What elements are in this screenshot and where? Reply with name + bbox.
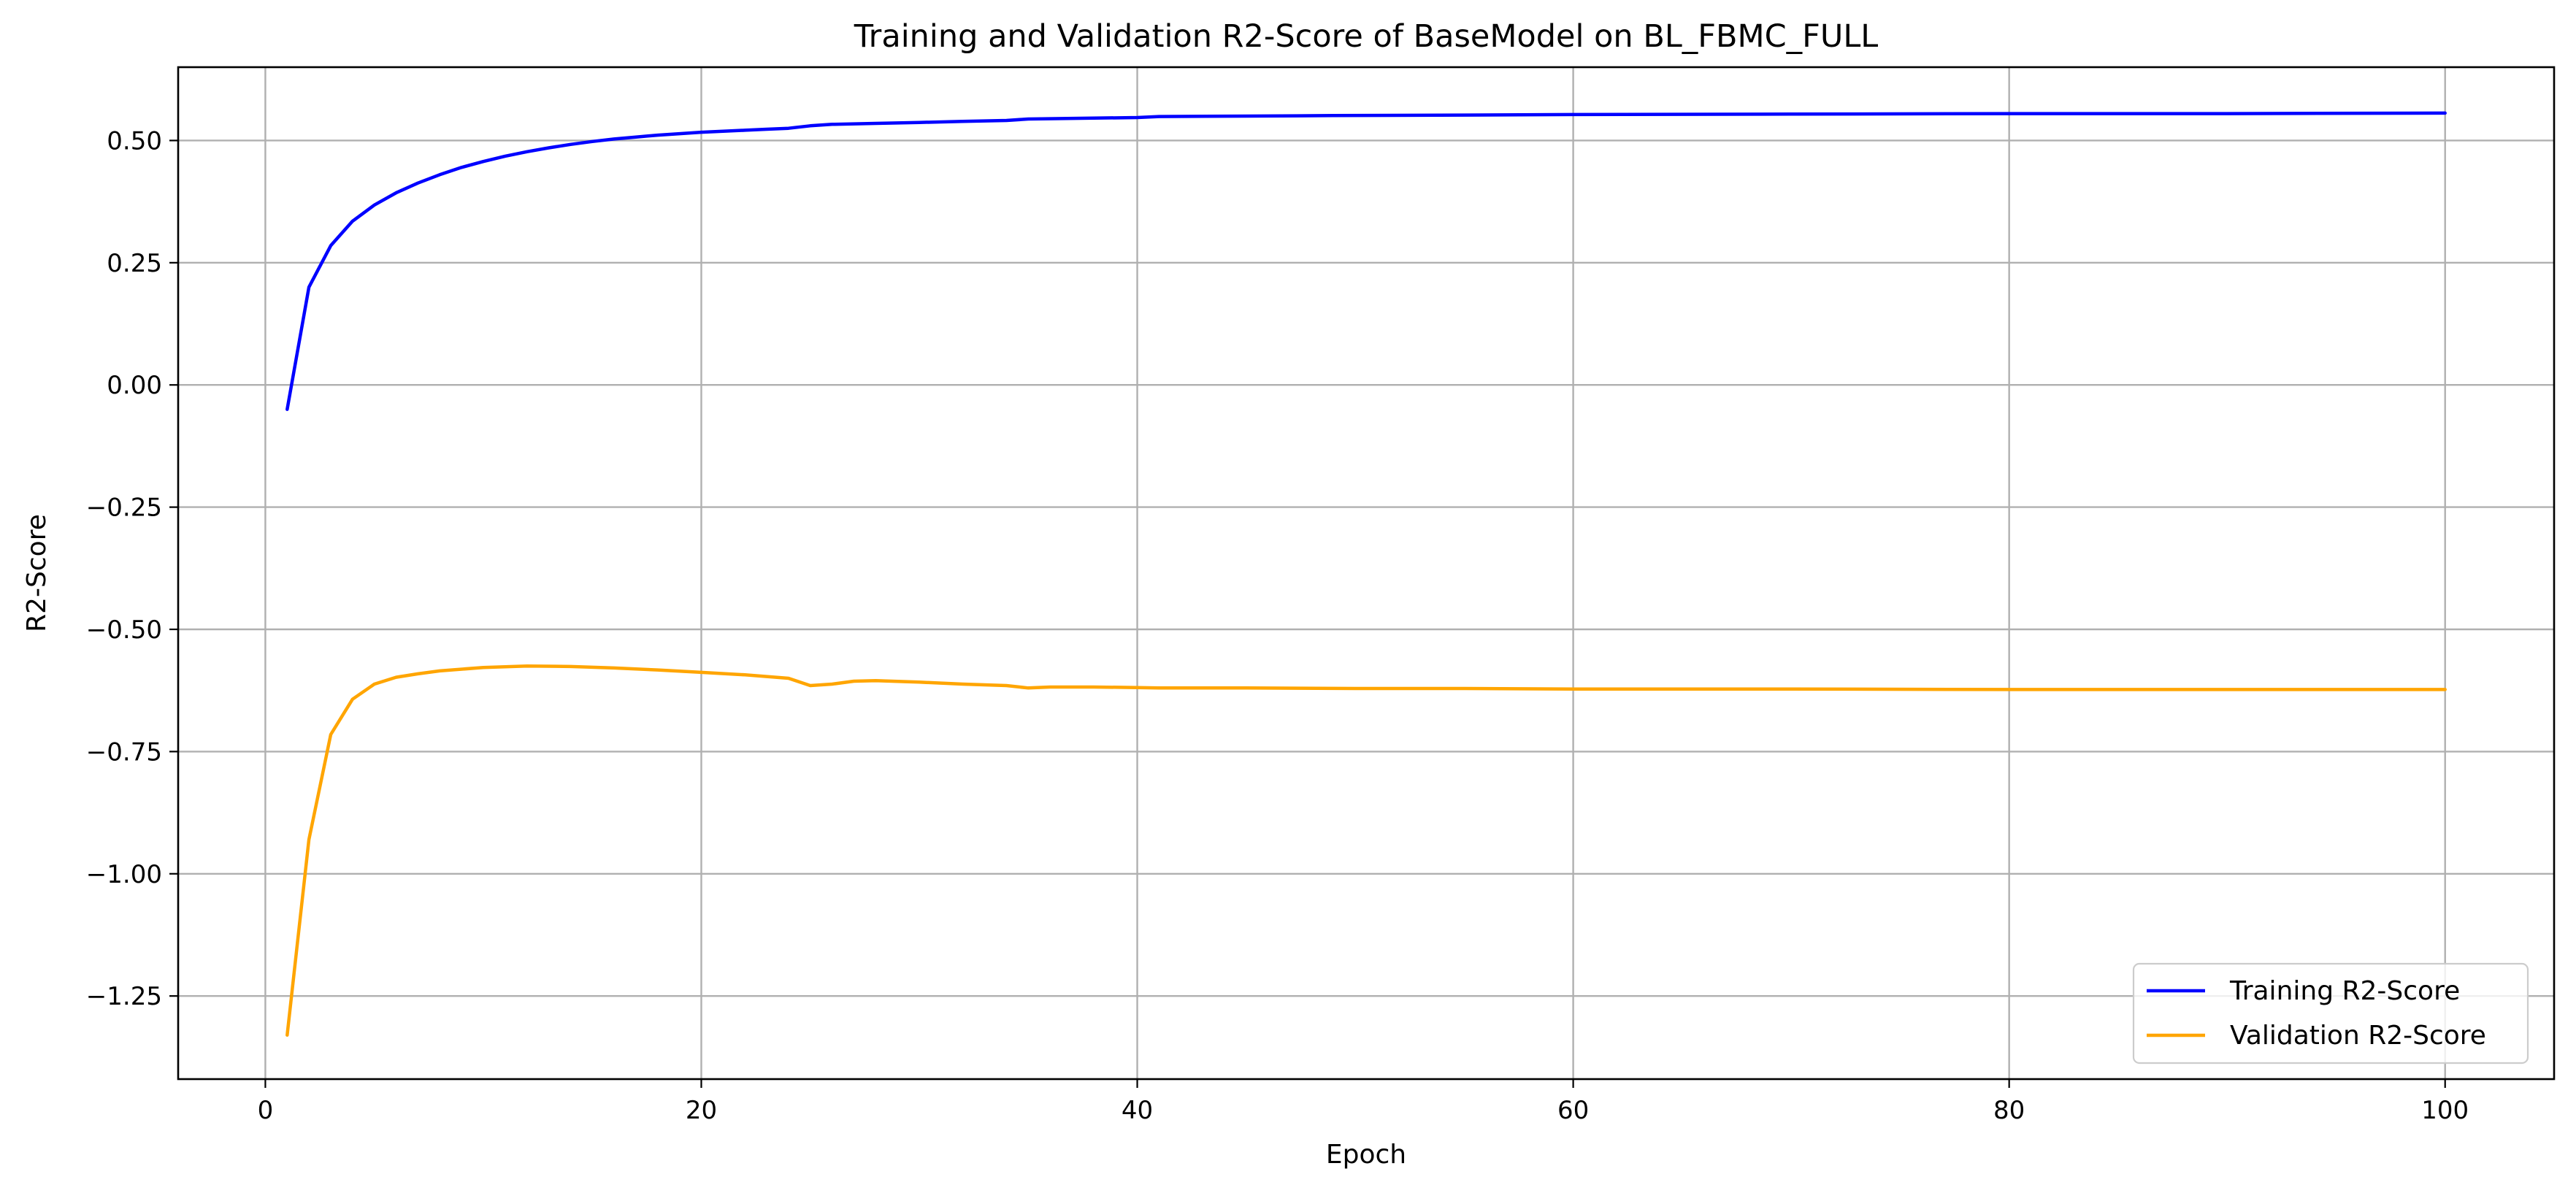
y-tick-label: −1.25 bbox=[86, 982, 162, 1011]
y-tick-label: 0.50 bbox=[107, 126, 162, 156]
x-tick-label: 60 bbox=[1557, 1096, 1589, 1125]
y-axis-title: R2-Score bbox=[22, 514, 52, 632]
legend: Training R2-Score Validation R2-Score bbox=[2132, 962, 2529, 1065]
legend-label-validation: Validation R2-Score bbox=[2230, 1021, 2486, 1051]
x-tick-label: 0 bbox=[258, 1096, 274, 1125]
x-tick-label: 40 bbox=[1122, 1096, 1153, 1125]
x-axis-title: Epoch bbox=[1326, 1140, 1406, 1170]
training-r2-line bbox=[285, 111, 2447, 411]
x-axis-ticks: 0 20 40 60 80 100 bbox=[258, 1079, 2469, 1125]
chart-title: Training and Validation R2-Score of Base… bbox=[854, 18, 1879, 55]
x-tick-label: 20 bbox=[686, 1096, 717, 1125]
y-tick-label: 0.25 bbox=[107, 249, 162, 278]
series-layer bbox=[285, 111, 2447, 1037]
legend-box bbox=[2132, 962, 2529, 1065]
y-axis-ticks: 0.50 0.25 0.00 −0.25 −0.50 −0.75 −1.00 −1.25 bbox=[86, 126, 178, 1011]
x-tick-label: 100 bbox=[2421, 1096, 2469, 1125]
validation-r2-line bbox=[285, 664, 2447, 1037]
y-tick-label: −0.25 bbox=[86, 494, 162, 523]
grid-lines bbox=[178, 67, 2554, 1079]
y-tick-label: −0.75 bbox=[86, 737, 162, 767]
plot-frame bbox=[177, 66, 2556, 1081]
y-tick-label: −0.50 bbox=[86, 615, 162, 645]
y-tick-label: 0.00 bbox=[107, 371, 162, 400]
x-tick-label: 80 bbox=[1993, 1096, 2025, 1125]
y-tick-label: −1.00 bbox=[86, 860, 162, 889]
legend-label-training: Training R2-Score bbox=[2229, 976, 2460, 1006]
